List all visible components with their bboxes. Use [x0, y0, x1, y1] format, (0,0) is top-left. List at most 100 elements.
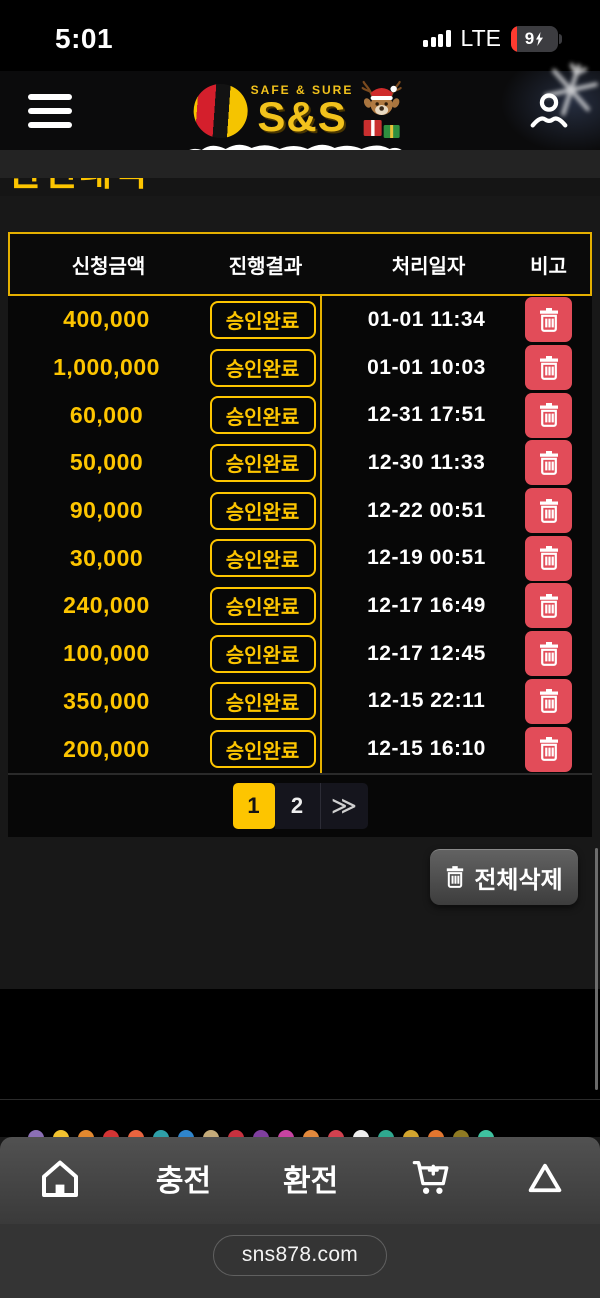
- delete-row-button[interactable]: [525, 583, 572, 629]
- remark-cell: [505, 344, 592, 392]
- status-approved-button[interactable]: 승인완료: [209, 539, 316, 578]
- table-row: 50,000 승인완료 12-30 11:33: [8, 439, 592, 487]
- charging-bolt-icon: [536, 31, 544, 46]
- scrollbar-thumb[interactable]: [595, 848, 598, 1090]
- header-bottom-strip: [0, 150, 600, 178]
- delete-row-button[interactable]: [525, 440, 572, 486]
- main-content: 환전내역 신청금액 진행결과 처리일자 비고 400,000 승인완료 01-0…: [0, 178, 600, 989]
- amount-cell: 100,000: [63, 640, 150, 667]
- result-cell: 승인완료: [205, 486, 322, 535]
- logo-emblem-icon: [190, 80, 251, 141]
- remark-cell: [505, 582, 592, 630]
- delete-row-button[interactable]: [525, 631, 572, 677]
- delete-row-button[interactable]: [525, 345, 572, 391]
- double-chevron-icon: ≫: [330, 791, 358, 820]
- remark-cell: [505, 487, 592, 535]
- page-button-2[interactable]: 2: [275, 783, 320, 829]
- footer: sns878.com: [0, 1223, 600, 1298]
- table-row: 400,000 승인완료 01-01 11:34: [8, 296, 592, 344]
- table-row: 30,000 승인완료 12-19 00:51: [8, 534, 592, 583]
- snowflake-decoration: [544, 63, 598, 116]
- table-header-row: 신청금액 진행결과 처리일자 비고: [8, 232, 592, 296]
- date-cell: 12-30 11:33: [367, 450, 486, 474]
- nav-item-exchange[interactable]: 환전: [282, 1165, 339, 1199]
- cart-button[interactable]: [410, 1157, 452, 1199]
- amount-cell: 240,000: [63, 592, 150, 619]
- bottom-navigation: 충전 환전: [0, 1136, 600, 1224]
- remark-cell: [505, 725, 592, 773]
- next-page-button[interactable]: ≫: [319, 782, 368, 829]
- status-indicators: LTE 9: [423, 25, 562, 52]
- amount-cell: 350,000: [63, 687, 150, 714]
- status-approved-button[interactable]: 승인완료: [209, 586, 316, 625]
- logo-title: S&S: [257, 92, 347, 140]
- date-cell: 12-19 00:51: [367, 546, 486, 570]
- amount-cell: 30,000: [69, 544, 144, 571]
- status-approved-button[interactable]: 승인완료: [209, 443, 316, 482]
- result-cell: 승인완료: [205, 391, 322, 440]
- delete-row-button[interactable]: [525, 726, 572, 772]
- domain-badge[interactable]: sns878.com: [212, 1234, 388, 1276]
- remark-cell: [505, 678, 592, 726]
- remark-cell: [505, 439, 592, 487]
- remark-cell: [505, 534, 592, 582]
- page-button-1[interactable]: 1: [232, 782, 275, 829]
- date-cell: 12-22 00:51: [367, 498, 486, 522]
- lower-section: [0, 988, 600, 1146]
- trash-icon: [447, 866, 464, 889]
- table-row: 1,000,000 승인완료 01-01 10:03: [8, 343, 592, 392]
- hamburger-menu-button[interactable]: [28, 93, 72, 128]
- trash-icon: [539, 307, 558, 332]
- delete-row-button[interactable]: [525, 678, 572, 724]
- logo-tagline: SAFE & SURE: [250, 82, 354, 97]
- cart-icon: [412, 1161, 449, 1195]
- section-divider: [0, 1098, 600, 1100]
- status-approved-button[interactable]: 승인완료: [209, 300, 316, 339]
- delete-all-button[interactable]: 전체삭제: [430, 848, 578, 905]
- result-cell: 승인완료: [205, 296, 322, 344]
- status-approved-button[interactable]: 승인완료: [209, 682, 316, 721]
- delete-row-button[interactable]: [525, 297, 572, 343]
- date-cell: 01-01 10:03: [367, 355, 486, 379]
- amount-cell: 400,000: [63, 306, 150, 333]
- status-approved-button[interactable]: 승인완료: [209, 634, 316, 673]
- delete-row-button[interactable]: [525, 392, 572, 438]
- table-row: 60,000 승인완료 12-31 17:51: [8, 391, 592, 440]
- page-title: 환전내역: [8, 178, 600, 196]
- amount-cell: 200,000: [63, 735, 150, 762]
- status-approved-button[interactable]: 승인완료: [209, 730, 316, 769]
- date-cell: 12-31 17:51: [367, 403, 486, 427]
- result-cell: 승인완료: [205, 629, 322, 678]
- result-cell: 승인완료: [205, 439, 322, 487]
- christmas-reindeer-icon: [361, 80, 402, 138]
- status-approved-button[interactable]: 승인완료: [209, 396, 316, 435]
- table-row: 240,000 승인완료 12-17 16:49: [8, 582, 592, 630]
- delete-row-button[interactable]: [525, 488, 572, 534]
- amount-cell: 90,000: [69, 497, 144, 524]
- nav-item-charge[interactable]: 충전: [155, 1165, 212, 1199]
- amount-cell: 60,000: [69, 401, 144, 428]
- account-button[interactable]: [526, 88, 572, 134]
- up-button[interactable]: [524, 1157, 566, 1199]
- pagination: 1 2 ≫: [8, 774, 592, 837]
- trash-icon: [539, 355, 558, 380]
- delete-row-button[interactable]: [525, 535, 572, 581]
- trash-icon: [539, 450, 558, 475]
- home-button[interactable]: [36, 1154, 84, 1202]
- column-header-amount: 신청금액: [71, 255, 146, 278]
- site-logo[interactable]: SAFE & SURE S&S: [181, 80, 408, 156]
- battery-icon: 9: [511, 25, 562, 52]
- date-cell: 12-17 16:49: [367, 593, 486, 617]
- clock: 5:01: [55, 22, 114, 54]
- amount-cell: 1,000,000: [53, 354, 160, 381]
- date-cell: 01-01 11:34: [367, 307, 486, 331]
- history-table: 신청금액 진행결과 처리일자 비고 400,000 승인완료 01-01 11:…: [8, 232, 592, 837]
- page-title-clipped: 환전내역: [0, 178, 600, 196]
- date-cell: 12-17 12:45: [367, 641, 486, 665]
- network-type-label: LTE: [460, 25, 501, 51]
- status-approved-button[interactable]: 승인완료: [209, 348, 316, 387]
- status-approved-button[interactable]: 승인완료: [209, 491, 316, 530]
- remark-cell: [505, 391, 592, 439]
- table-row: 200,000 승인완료 12-15 16:10: [8, 725, 592, 773]
- column-header-result: 진행결과: [228, 255, 303, 278]
